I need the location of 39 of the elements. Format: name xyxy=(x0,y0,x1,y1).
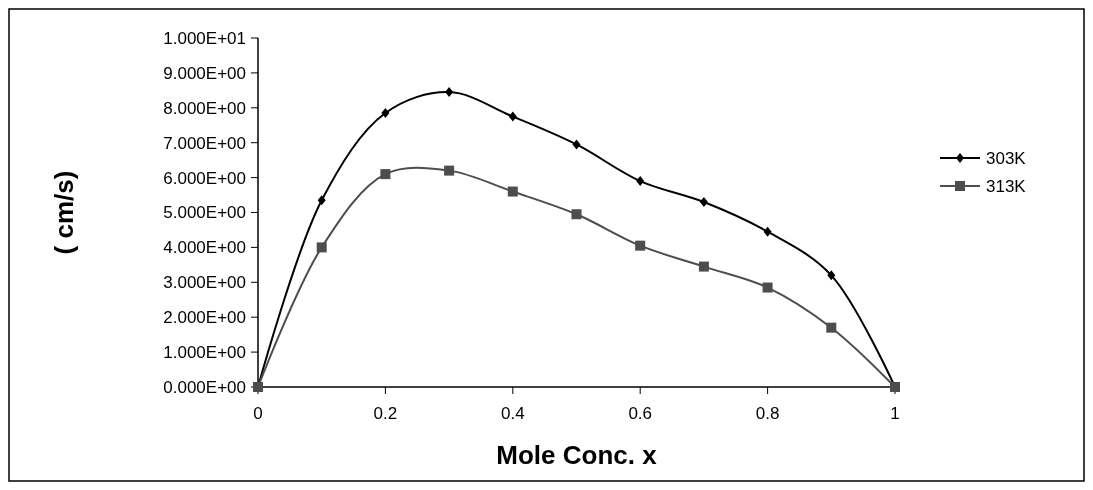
y-axis-title: ( cm/s) xyxy=(49,170,79,255)
y-tick-label: 6.000E+00 xyxy=(163,168,246,188)
x-tick-label: 0 xyxy=(253,404,263,423)
x-tick-label: 0.6 xyxy=(628,404,653,423)
y-tick-label: 5.000E+00 xyxy=(163,203,246,223)
x-axis-title: Mole Conc. x xyxy=(496,440,658,470)
x-tick-label: 0.4 xyxy=(500,404,525,423)
point xyxy=(507,186,518,197)
y-tick-label: 1.000E+00 xyxy=(163,343,246,363)
y-tick-label: 2.000E+00 xyxy=(163,308,246,328)
point xyxy=(572,139,581,150)
point xyxy=(698,261,709,272)
point xyxy=(316,242,327,253)
point xyxy=(444,165,455,176)
legend-label: 313K xyxy=(986,176,1027,196)
point xyxy=(826,322,837,333)
y-tick-label: 0.000E+00 xyxy=(163,377,246,397)
x-tick-label: 1 xyxy=(890,404,900,423)
point xyxy=(445,87,454,98)
point xyxy=(571,209,582,220)
point xyxy=(636,176,645,187)
point xyxy=(381,108,390,119)
point xyxy=(827,270,836,281)
point xyxy=(380,169,391,180)
point xyxy=(635,240,646,251)
point xyxy=(699,197,708,208)
x-tick-label: 0.8 xyxy=(755,404,780,423)
y-tick-label: 9.000E+00 xyxy=(163,63,246,83)
point xyxy=(317,195,326,206)
point xyxy=(762,282,773,293)
y-tick-label: 4.000E+00 xyxy=(163,238,246,258)
point xyxy=(508,111,517,122)
y-tick-label: 1.000E+01 xyxy=(163,28,246,48)
point xyxy=(763,226,772,237)
y-tick-label: 8.000E+00 xyxy=(163,98,246,118)
x-tick-label: 0.2 xyxy=(373,404,398,423)
legend-label: 303K xyxy=(986,148,1027,168)
y-tick-label: 3.000E+00 xyxy=(163,273,246,293)
y-tick-label: 7.000E+00 xyxy=(163,133,246,153)
